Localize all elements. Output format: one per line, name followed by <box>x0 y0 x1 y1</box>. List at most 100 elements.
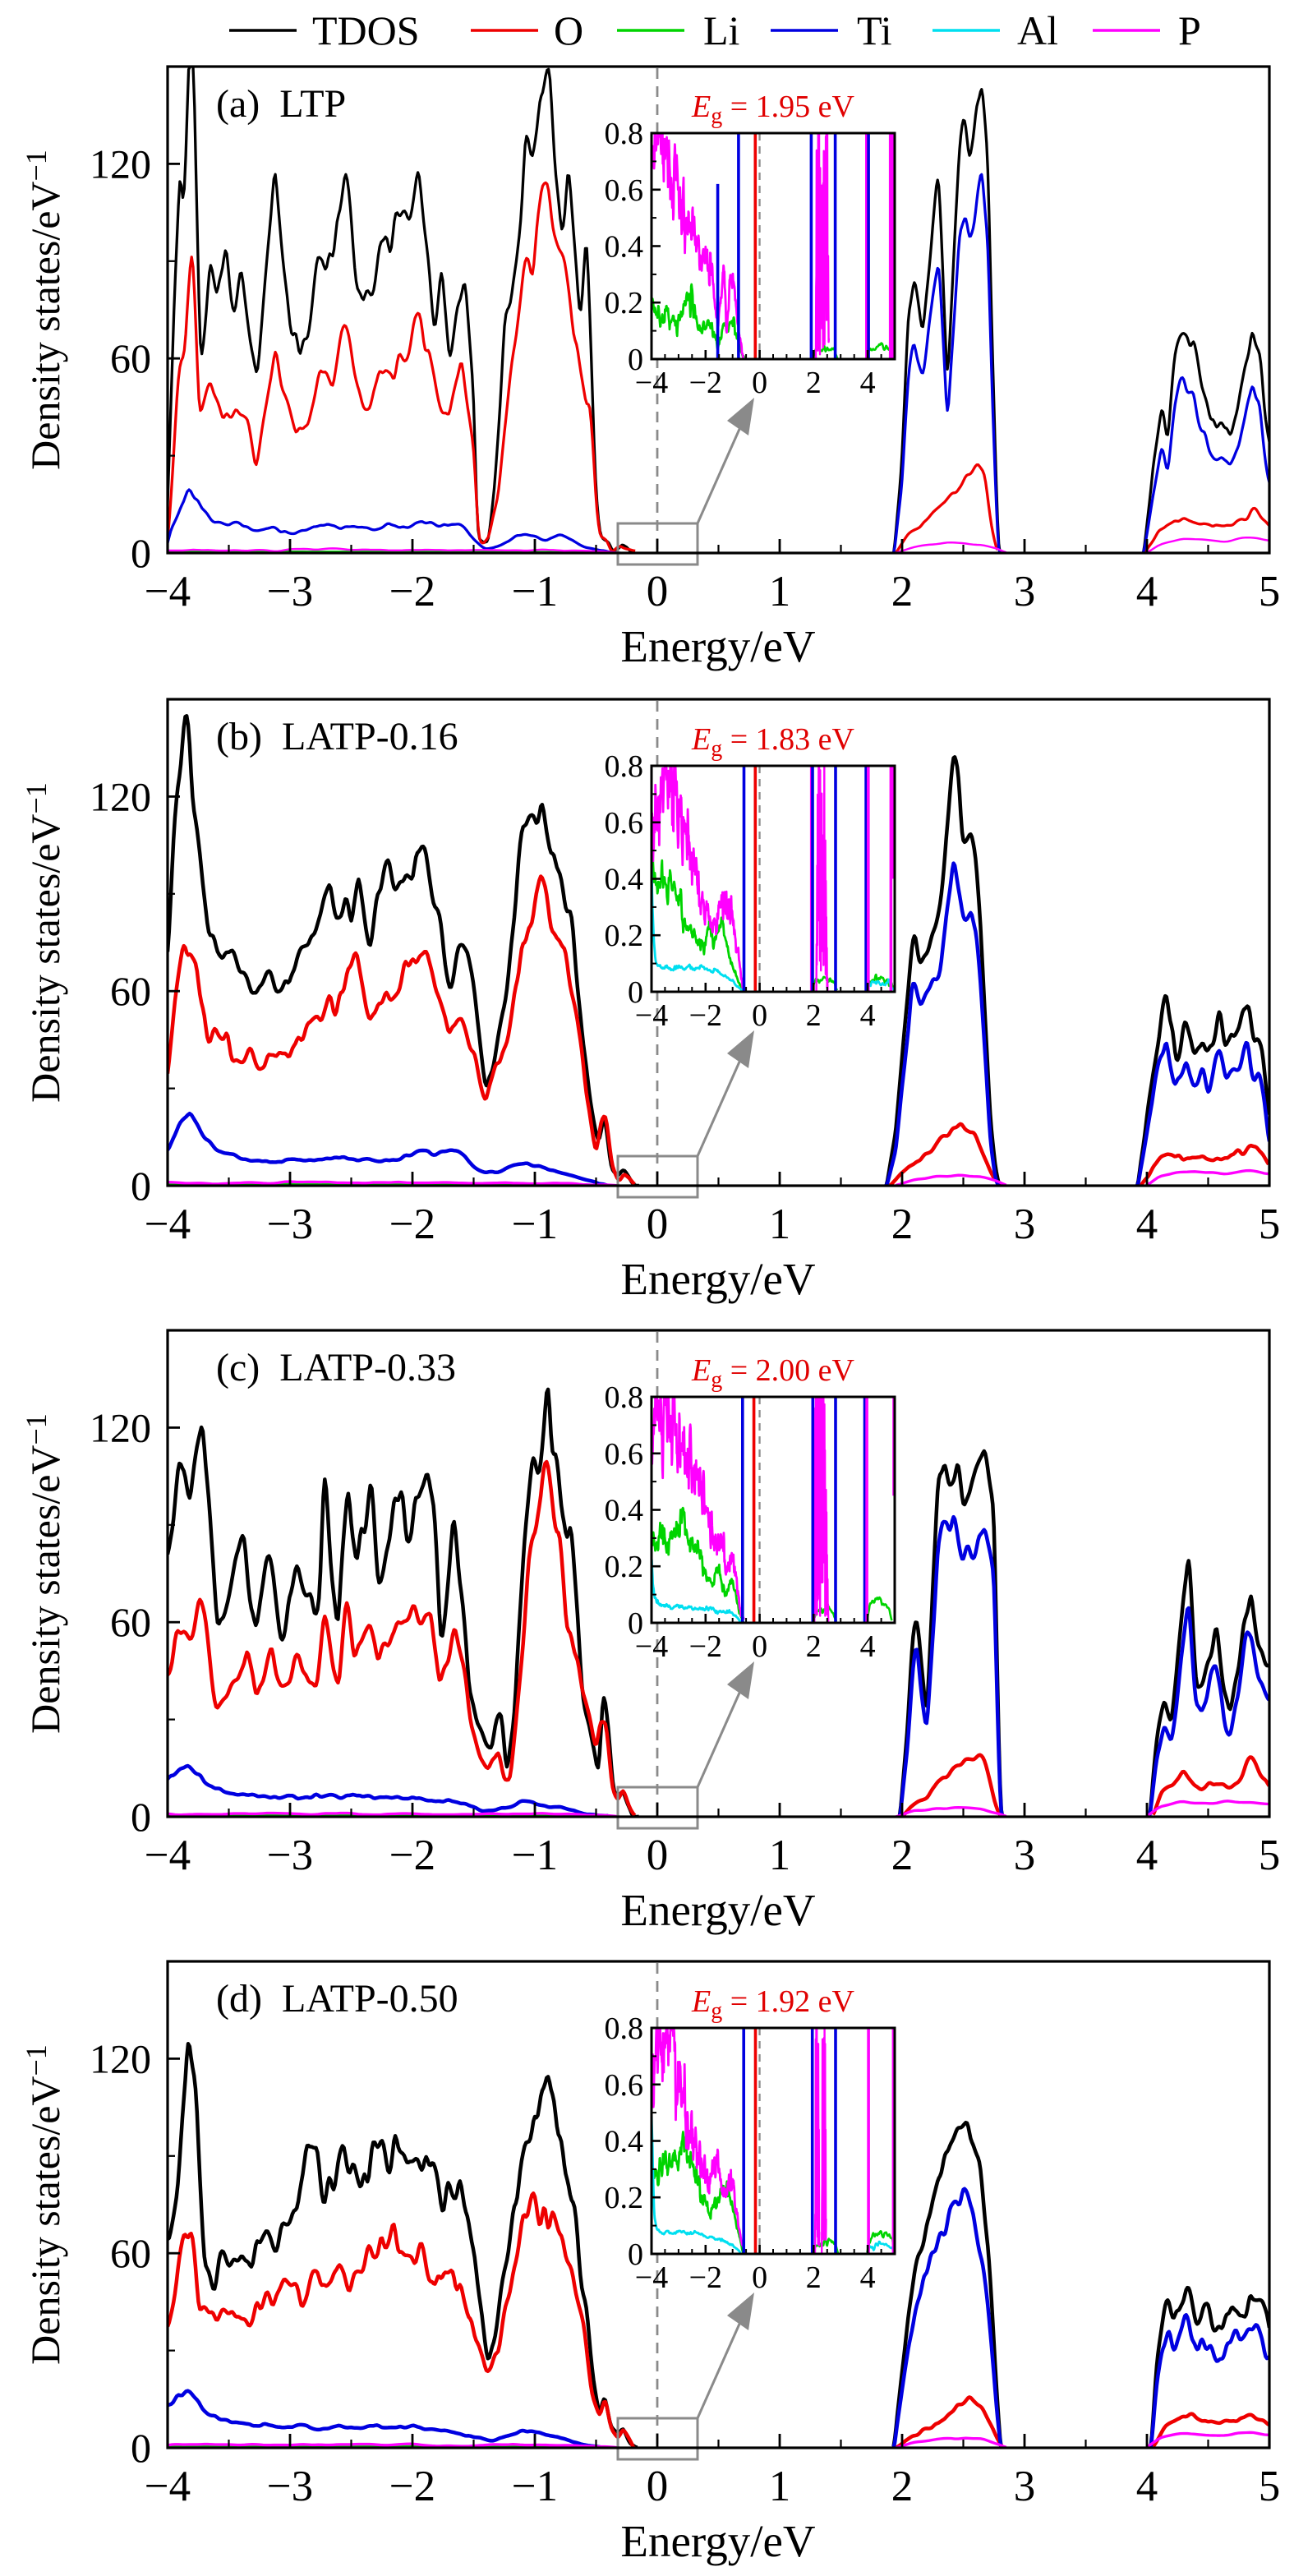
svg-text:0: 0 <box>647 1832 669 1879</box>
svg-text:0.8: 0.8 <box>605 749 644 784</box>
svg-text:5: 5 <box>1259 2463 1281 2510</box>
svg-text:120: 120 <box>90 141 151 187</box>
svg-text:2: 2 <box>806 2260 822 2295</box>
svg-text:3: 3 <box>1014 1200 1036 1248</box>
svg-text:P: P <box>1178 7 1201 53</box>
svg-text:−1: −1 <box>512 568 558 615</box>
svg-text:−2: −2 <box>389 1200 435 1248</box>
svg-text:Energy/eV: Energy/eV <box>620 1254 816 1304</box>
svg-text:0.2: 0.2 <box>605 1550 644 1584</box>
svg-text:−3: −3 <box>267 1200 313 1248</box>
svg-text:4: 4 <box>1136 568 1158 615</box>
svg-text:0.2: 0.2 <box>605 919 644 953</box>
svg-text:60: 60 <box>110 1599 151 1645</box>
svg-text:0.2: 0.2 <box>605 2181 644 2215</box>
svg-text:Density states/eV−1: Density states/eV−1 <box>20 782 68 1103</box>
svg-text:Ti: Ti <box>857 7 892 53</box>
svg-text:Energy/eV: Energy/eV <box>620 1885 816 1935</box>
svg-text:0: 0 <box>647 1200 669 1248</box>
svg-text:0: 0 <box>131 1163 151 1209</box>
svg-text:2: 2 <box>806 1629 822 1664</box>
svg-text:−4: −4 <box>635 2260 668 2295</box>
svg-text:0.6: 0.6 <box>605 173 644 208</box>
svg-text:4: 4 <box>860 1629 876 1664</box>
svg-text:120: 120 <box>90 773 151 819</box>
svg-text:0.4: 0.4 <box>605 1494 644 1528</box>
svg-text:2: 2 <box>891 568 914 615</box>
svg-text:Li: Li <box>703 7 739 53</box>
svg-text:(d) LATP-0.50: (d) LATP-0.50 <box>216 1977 458 2021</box>
svg-text:3: 3 <box>1014 1832 1036 1879</box>
svg-text:0: 0 <box>131 1794 151 1840</box>
svg-text:1: 1 <box>769 1200 791 1248</box>
svg-text:0: 0 <box>752 366 767 400</box>
svg-text:−4: −4 <box>635 1629 668 1664</box>
svg-text:2: 2 <box>806 998 822 1033</box>
svg-text:0: 0 <box>752 2260 767 2295</box>
svg-text:0: 0 <box>628 2237 643 2272</box>
svg-text:2: 2 <box>891 1200 914 1248</box>
svg-text:−2: −2 <box>689 1629 722 1664</box>
svg-text:4: 4 <box>1136 1832 1158 1879</box>
svg-text:0.4: 0.4 <box>605 863 644 897</box>
svg-text:Density states/eV−1: Density states/eV−1 <box>20 2044 68 2365</box>
svg-text:60: 60 <box>110 335 151 381</box>
svg-text:(b) LATP-0.16: (b) LATP-0.16 <box>216 715 458 758</box>
svg-text:2: 2 <box>891 1832 914 1879</box>
svg-text:Density states/eV−1: Density states/eV−1 <box>20 150 68 470</box>
svg-text:1: 1 <box>769 1832 791 1879</box>
svg-text:60: 60 <box>110 968 151 1014</box>
svg-text:−4: −4 <box>145 1832 191 1879</box>
svg-text:3: 3 <box>1014 568 1036 615</box>
svg-text:5: 5 <box>1259 568 1281 615</box>
svg-text:TDOS: TDOS <box>312 7 420 53</box>
svg-text:Energy/eV: Energy/eV <box>620 621 816 671</box>
svg-text:Energy/eV: Energy/eV <box>620 2516 816 2566</box>
svg-text:4: 4 <box>860 998 876 1033</box>
svg-text:−2: −2 <box>689 2260 722 2295</box>
svg-text:0.6: 0.6 <box>605 2068 644 2103</box>
svg-text:−4: −4 <box>145 568 191 615</box>
svg-text:5: 5 <box>1259 1200 1281 1248</box>
svg-text:3: 3 <box>1014 2463 1036 2510</box>
svg-text:Al: Al <box>1017 7 1058 53</box>
svg-text:120: 120 <box>90 1404 151 1450</box>
svg-text:Eg = 1.83 eV: Eg = 1.83 eV <box>691 722 855 762</box>
svg-text:−3: −3 <box>267 2463 313 2510</box>
svg-text:4: 4 <box>860 366 876 400</box>
svg-text:4: 4 <box>1136 1200 1158 1248</box>
svg-text:Density states/eV−1: Density states/eV−1 <box>20 1413 68 1734</box>
svg-text:0.8: 0.8 <box>605 117 644 151</box>
svg-text:(a) LTP: (a) LTP <box>216 82 346 126</box>
svg-text:Eg = 1.95 eV: Eg = 1.95 eV <box>691 90 855 129</box>
svg-text:2: 2 <box>891 2463 914 2510</box>
svg-text:O: O <box>554 7 583 53</box>
svg-text:0.4: 0.4 <box>605 2125 644 2159</box>
svg-text:0: 0 <box>628 975 643 1010</box>
svg-text:−3: −3 <box>267 568 313 615</box>
svg-text:−2: −2 <box>389 568 435 615</box>
svg-text:0.6: 0.6 <box>605 1437 644 1472</box>
svg-text:−1: −1 <box>512 1832 558 1879</box>
svg-text:1: 1 <box>769 568 791 615</box>
svg-text:0: 0 <box>628 343 643 377</box>
svg-text:0: 0 <box>647 568 669 615</box>
svg-text:60: 60 <box>110 2230 151 2276</box>
svg-text:−2: −2 <box>689 998 722 1033</box>
svg-text:0.8: 0.8 <box>605 1380 644 1415</box>
svg-text:4: 4 <box>1136 2463 1158 2510</box>
svg-text:−1: −1 <box>512 1200 558 1248</box>
svg-text:0: 0 <box>131 2425 151 2471</box>
svg-text:−4: −4 <box>635 998 668 1033</box>
svg-text:−3: −3 <box>267 1832 313 1879</box>
svg-text:0.8: 0.8 <box>605 2011 644 2046</box>
svg-text:−2: −2 <box>689 366 722 400</box>
svg-text:−4: −4 <box>635 366 668 400</box>
svg-text:0: 0 <box>131 530 151 576</box>
svg-text:−2: −2 <box>389 1832 435 1879</box>
svg-text:0.4: 0.4 <box>605 230 644 265</box>
svg-text:4: 4 <box>860 2260 876 2295</box>
svg-text:120: 120 <box>90 2035 151 2081</box>
svg-text:0: 0 <box>752 1629 767 1664</box>
svg-text:0: 0 <box>628 1606 643 1641</box>
